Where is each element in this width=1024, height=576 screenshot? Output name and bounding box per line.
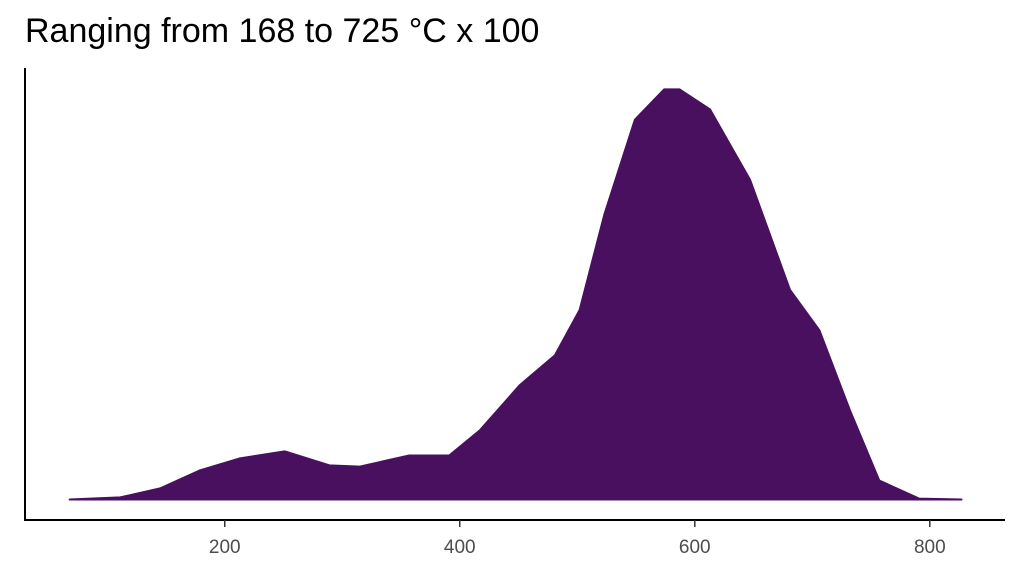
x-tick-label: 600 [679,537,711,558]
x-tick-label: 400 [444,537,476,558]
x-tick-label: 800 [914,537,946,558]
x-tick-label: 200 [209,537,241,558]
density-area [68,88,963,501]
plot-area: 200 400 600 800 [24,68,1005,558]
chart-title: Ranging from 168 to 725 °C x 100 [25,12,539,50]
